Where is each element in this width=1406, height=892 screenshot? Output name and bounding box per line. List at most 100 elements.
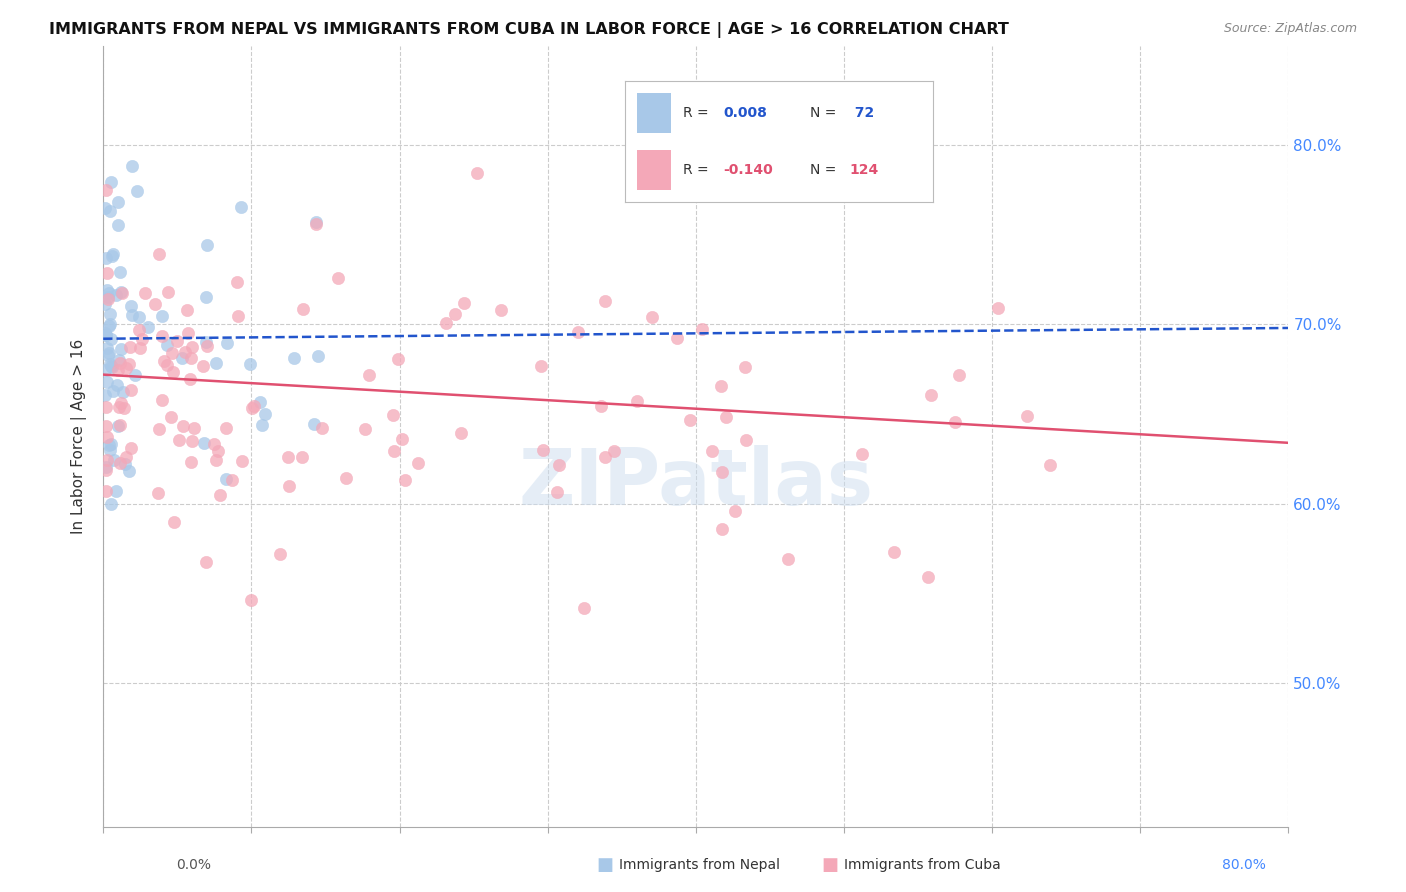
- Point: [138, 320, 160, 334]
- Point: [291, 450, 314, 464]
- Point: [112, 401, 135, 416]
- Point: [172, 351, 194, 366]
- Point: [118, 339, 141, 353]
- Point: [100, 175, 122, 189]
- Point: [205, 452, 228, 467]
- Point: [100, 359, 122, 373]
- Point: [93, 363, 115, 377]
- Point: [96, 283, 118, 297]
- Point: [305, 215, 328, 229]
- Point: [724, 503, 747, 517]
- Point: [679, 413, 702, 427]
- Point: [207, 443, 229, 458]
- Point: [148, 422, 170, 436]
- Point: [118, 464, 141, 478]
- Point: [283, 351, 305, 365]
- Point: [603, 444, 626, 458]
- Text: Immigrants from Nepal: Immigrants from Nepal: [619, 858, 780, 872]
- Point: [104, 287, 127, 301]
- Point: [240, 592, 263, 607]
- Point: [711, 522, 734, 536]
- Point: [150, 329, 173, 343]
- Point: [94, 387, 117, 401]
- Point: [97, 292, 120, 306]
- Point: [702, 443, 724, 458]
- Point: [547, 485, 569, 500]
- Point: [195, 238, 218, 252]
- Point: [173, 345, 195, 359]
- Point: [96, 183, 118, 197]
- Point: [148, 486, 170, 500]
- Point: [97, 438, 120, 452]
- Point: [181, 340, 204, 354]
- Point: [96, 484, 118, 499]
- Point: [179, 372, 201, 386]
- Point: [205, 356, 228, 370]
- Point: [229, 200, 252, 214]
- Point: [103, 452, 125, 467]
- Point: [108, 400, 131, 414]
- Point: [776, 551, 799, 566]
- Point: [382, 408, 405, 422]
- Point: [96, 252, 118, 266]
- Point: [152, 393, 174, 408]
- Text: ■: ■: [821, 856, 838, 874]
- Point: [242, 399, 264, 413]
- Point: [240, 401, 263, 415]
- Point: [908, 137, 931, 152]
- Point: [111, 384, 134, 399]
- Point: [444, 307, 467, 321]
- Point: [100, 437, 122, 451]
- Point: [97, 348, 120, 362]
- Point: [311, 421, 333, 435]
- Point: [163, 516, 186, 530]
- Point: [394, 473, 416, 487]
- Point: [96, 400, 118, 414]
- Point: [156, 285, 179, 300]
- Point: [97, 346, 120, 360]
- Point: [160, 345, 183, 359]
- Point: [153, 354, 176, 368]
- Point: [1039, 458, 1062, 473]
- Point: [108, 265, 131, 279]
- Point: [307, 350, 329, 364]
- Point: [489, 302, 512, 317]
- Point: [195, 335, 218, 350]
- Point: [162, 365, 184, 379]
- Point: [108, 417, 131, 432]
- Point: [176, 302, 198, 317]
- Point: [193, 436, 215, 450]
- Point: [195, 339, 218, 353]
- Point: [465, 166, 488, 180]
- Point: [93, 326, 115, 340]
- Point: [156, 338, 179, 352]
- Point: [120, 441, 142, 455]
- Point: [166, 334, 188, 348]
- Point: [948, 368, 970, 382]
- Point: [195, 555, 218, 569]
- Point: [359, 368, 381, 383]
- Point: [100, 357, 122, 371]
- Point: [97, 290, 120, 304]
- Point: [96, 418, 118, 433]
- Point: [101, 359, 124, 374]
- Point: [128, 310, 150, 325]
- Point: [183, 421, 205, 435]
- Point: [917, 570, 939, 584]
- Point: [434, 316, 457, 330]
- Point: [108, 456, 131, 470]
- Point: [1017, 409, 1039, 423]
- Point: [450, 425, 472, 440]
- Point: [121, 384, 143, 398]
- Point: [547, 458, 569, 472]
- Point: [194, 290, 217, 304]
- Point: [128, 323, 150, 337]
- Point: [641, 310, 664, 324]
- Point: [110, 342, 132, 356]
- Point: [180, 455, 202, 469]
- Text: 80.0%: 80.0%: [1222, 858, 1265, 872]
- Point: [148, 246, 170, 260]
- Point: [221, 474, 243, 488]
- Point: [176, 326, 198, 340]
- Point: [533, 442, 555, 457]
